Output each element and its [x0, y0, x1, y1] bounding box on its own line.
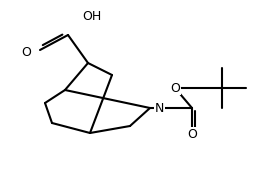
Text: O: O [21, 46, 31, 58]
Text: N: N [155, 101, 164, 115]
Text: O: O [187, 127, 197, 141]
Text: O: O [170, 82, 180, 94]
Text: OH: OH [82, 9, 102, 23]
